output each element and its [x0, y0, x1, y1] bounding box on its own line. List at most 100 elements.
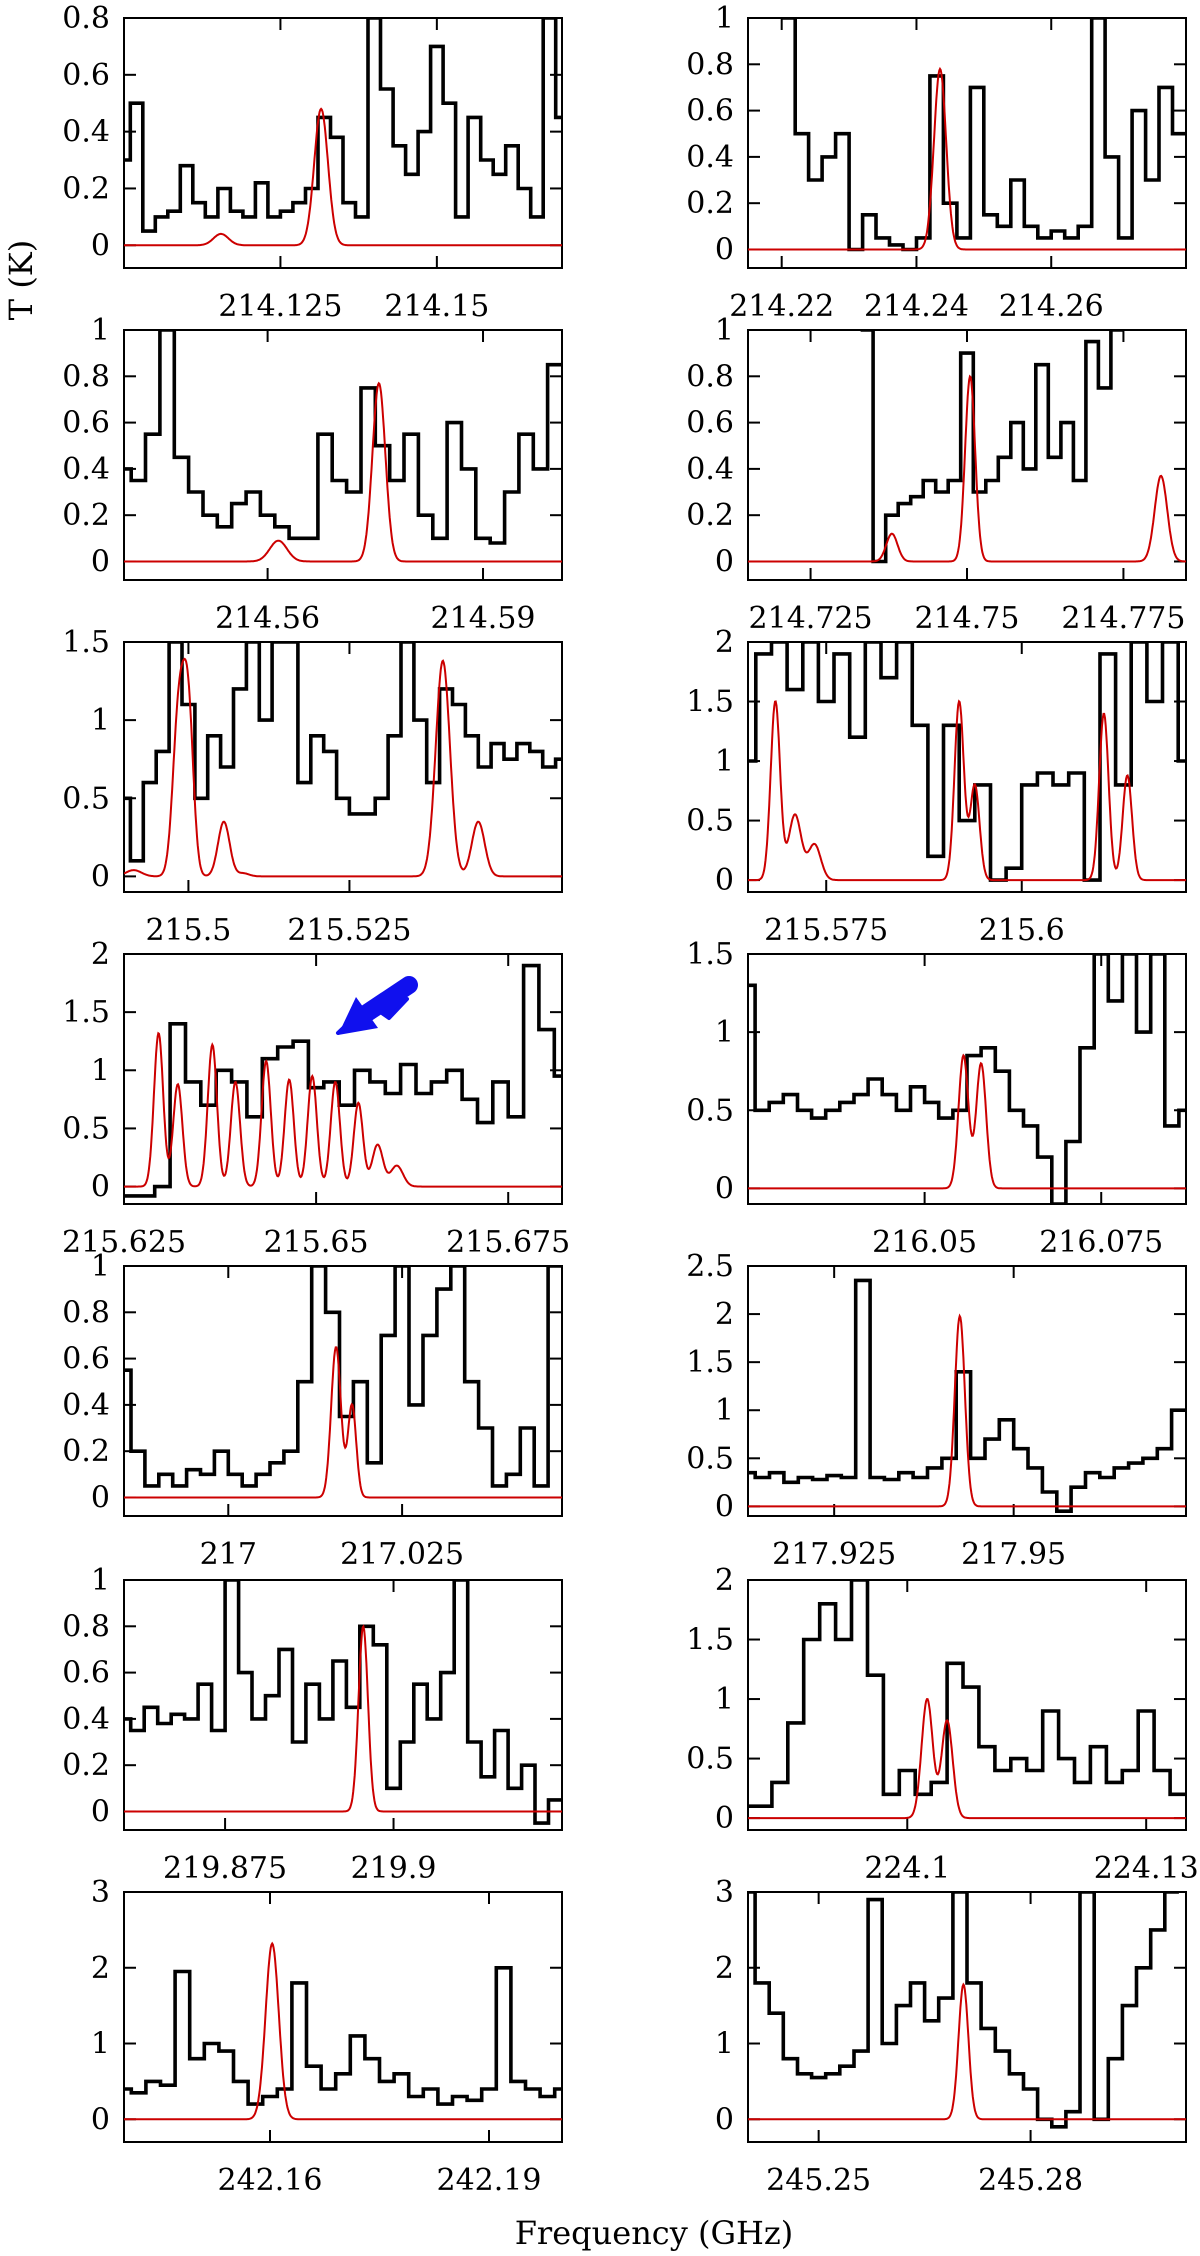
- panel-frame: [123, 1579, 563, 1831]
- y-tick-label: 1: [715, 1015, 734, 1050]
- y-tick-label: 2: [715, 1563, 734, 1598]
- y-tick-label: 0.4: [686, 452, 734, 487]
- y-tick-label: 1.5: [686, 685, 734, 720]
- y-tick-label: 1: [715, 1393, 734, 1428]
- y-tick-label: 2: [91, 937, 110, 972]
- plot-area: [748, 1580, 1186, 1820]
- plot-area: [748, 330, 1186, 564]
- y-tick-label: 0.6: [62, 1656, 110, 1691]
- panel-3: 0 0.2 0.4 0.6 0.8 1 214.56 214.59: [62, 313, 563, 636]
- y-tick-label: 0.8: [62, 1295, 110, 1330]
- panel-frame: [747, 329, 1187, 581]
- model-spectrum: [124, 381, 562, 563]
- y-tick-label: 1: [91, 313, 110, 348]
- panel-frame: [747, 1265, 1187, 1517]
- y-tick-label: 0.2: [62, 171, 110, 206]
- panel-9: 0 0.2 0.4 0.6 0.8 1 217 217.025: [62, 1249, 563, 1572]
- plot-area: [124, 1266, 562, 1499]
- x-tick-label: 215.525: [287, 913, 411, 948]
- panel-2: 0 0.2 0.4 0.6 0.8 1 214.22 214.24 214.26: [686, 1, 1187, 324]
- x-tick-label: 219.9: [351, 1851, 437, 1886]
- panel-frame: [747, 1579, 1187, 1831]
- y-tick-label: 2.5: [686, 1249, 734, 1284]
- x-tick-label: 216.075: [1039, 1225, 1163, 1260]
- y-tick-label: 0: [91, 544, 110, 579]
- x-tick-label: 215.6: [979, 913, 1065, 948]
- y-tick-label: 1: [91, 1563, 110, 1598]
- y-tick-label: 2: [715, 625, 734, 660]
- y-tick-label: 0: [715, 1171, 734, 1206]
- plot-area: [124, 963, 562, 1198]
- model-spectrum: [124, 1941, 562, 2121]
- y-tick-label: 0: [91, 1170, 110, 1205]
- panel-frame: [747, 641, 1187, 893]
- panel-14: 0 1 2 3 245.25 245.28: [715, 1875, 1187, 2198]
- y-tick-label: 1.5: [686, 1623, 734, 1658]
- x-tick-label: 214.24: [864, 289, 969, 324]
- model-spectrum: [748, 1313, 1186, 1508]
- y-tick-label: 1: [715, 313, 734, 348]
- observed-spectrum: [124, 963, 562, 1198]
- y-tick-label: 0.5: [686, 1441, 734, 1476]
- model-spectrum: [124, 1346, 562, 1499]
- x-tick-label: 215.65: [264, 1225, 369, 1260]
- y-tick-label: 0: [91, 859, 110, 894]
- panel-frame: [747, 17, 1187, 269]
- y-tick-label: 0.5: [686, 1093, 734, 1128]
- plot-area: [748, 642, 1186, 882]
- x-tick-label: 245.28: [978, 2163, 1083, 2198]
- y-tick-label: 0.2: [686, 186, 734, 221]
- y-tick-label: 2: [715, 1951, 734, 1986]
- x-tick-label: 215.5: [145, 913, 231, 948]
- y-tick-label: 0.4: [62, 115, 110, 150]
- y-tick-label: 1.5: [62, 995, 110, 1030]
- y-tick-label: 1.5: [62, 625, 110, 660]
- observed-spectrum: [748, 1278, 1186, 1513]
- plot-area: [124, 1941, 562, 2121]
- y-tick-label: 0: [715, 232, 734, 267]
- x-tick-label: 217.025: [340, 1537, 464, 1572]
- observed-spectrum: [124, 642, 562, 863]
- model-spectrum: [124, 657, 562, 878]
- y-tick-label: 0.6: [62, 58, 110, 93]
- y-tick-label: 1.5: [686, 1345, 734, 1380]
- panel-frame: [123, 329, 563, 581]
- observed-spectrum: [124, 330, 562, 545]
- y-tick-label: 0.2: [62, 498, 110, 533]
- y-tick-label: 0.6: [62, 1342, 110, 1377]
- y-tick-label: 2: [715, 1297, 734, 1332]
- spectra-panels: 0 0.2 0.4 0.6 0.8 214.125 214.15 0 0.2 0.4 0.6 0.8 1…: [62, 1, 1199, 2198]
- panel-1: 0 0.2 0.4 0.6 0.8 214.125 214.15: [62, 1, 563, 324]
- y-tick-label: 1: [91, 703, 110, 738]
- arrow-icon-head: [338, 997, 378, 1035]
- panel-10: 0 0.5 1 1.5 2 2.5 217.925 217.95: [686, 1249, 1187, 1572]
- x-tick-label: 215.675: [446, 1225, 570, 1260]
- panel-5: 0 0.5 1 1.5 215.5 215.525: [62, 625, 563, 948]
- observed-spectrum: [860, 330, 1124, 564]
- y-axis-title: T (K): [2, 240, 40, 320]
- panel-7: 0 0.5 1 1.5 2 215.625 215.65 215.675: [62, 937, 570, 1260]
- observed-spectrum: [781, 18, 1186, 252]
- plot-area: [124, 330, 562, 563]
- x-tick-label: 214.125: [218, 289, 342, 324]
- panel-8: 0 0.5 1 1.5 216.05 216.075: [686, 937, 1187, 1260]
- y-tick-label: 0: [715, 1801, 734, 1836]
- x-tick-label: 215.575: [764, 913, 888, 948]
- y-tick-label: 0.4: [62, 1702, 110, 1737]
- y-tick-label: 0.4: [62, 1388, 110, 1423]
- panel-frame: [123, 1891, 563, 2143]
- y-tick-label: 0: [715, 1489, 734, 1524]
- y-tick-label: 0.8: [62, 359, 110, 394]
- plot-area: [124, 1580, 562, 1825]
- model-spectrum: [124, 1624, 562, 1813]
- panel-frame: [123, 17, 563, 269]
- x-tick-label: 215.625: [62, 1225, 186, 1260]
- observed-spectrum: [748, 642, 1186, 882]
- y-tick-label: 0: [91, 2102, 110, 2137]
- x-tick-label: 219.875: [163, 1851, 287, 1886]
- y-tick-label: 2: [91, 1951, 110, 1986]
- plot-area: [748, 1278, 1186, 1513]
- x-tick-label: 214.22: [729, 289, 834, 324]
- observed-spectrum: [124, 18, 562, 233]
- y-tick-label: 0.6: [686, 406, 734, 441]
